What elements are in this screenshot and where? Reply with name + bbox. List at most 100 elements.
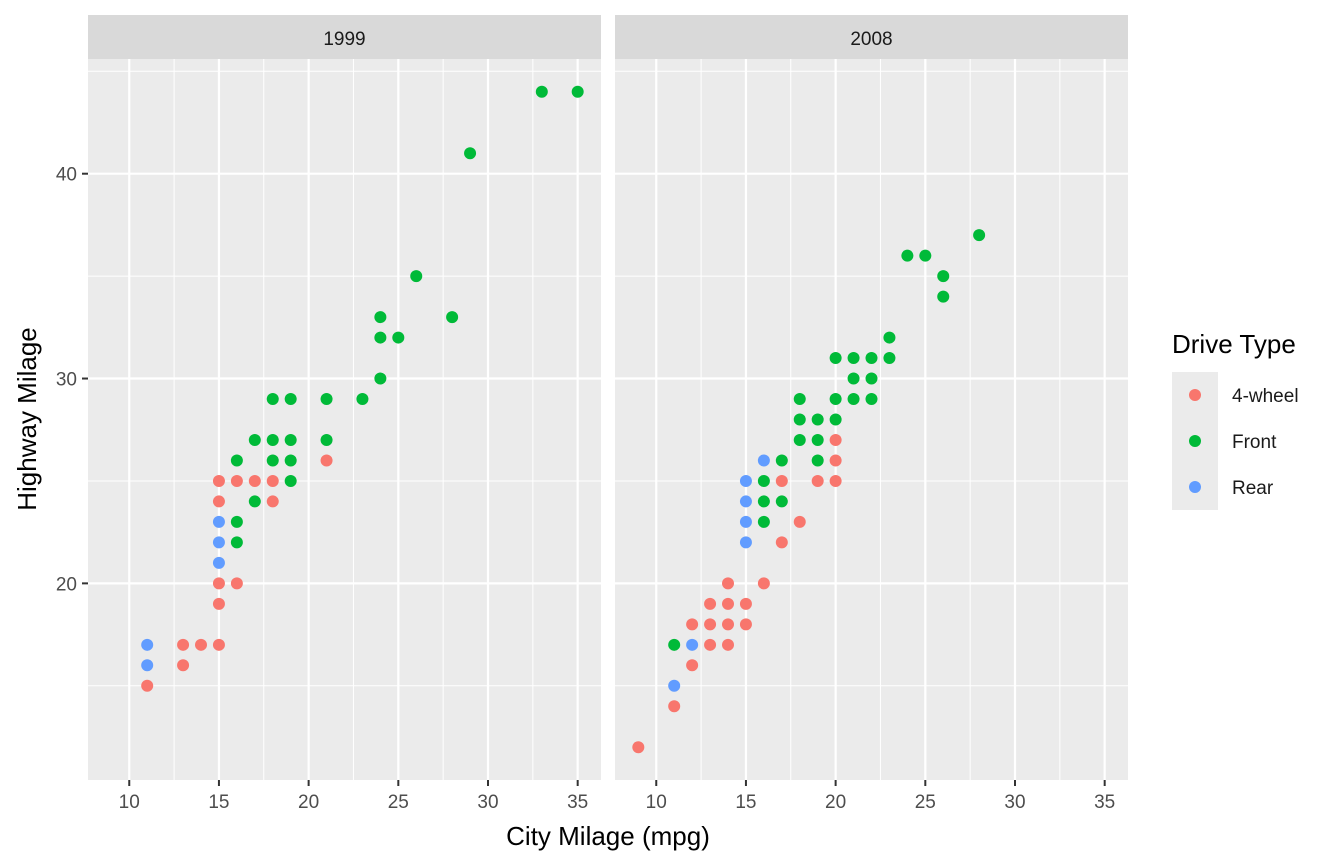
data-point <box>811 433 824 446</box>
data-point <box>775 495 788 508</box>
points-2008 <box>632 229 986 754</box>
data-point <box>464 147 477 160</box>
data-point <box>284 393 297 406</box>
data-point <box>212 556 225 569</box>
data-point <box>973 229 986 242</box>
data-point <box>141 638 154 651</box>
data-point <box>230 515 243 528</box>
legend-label-front: Front <box>1232 432 1277 453</box>
grid-2008 <box>615 59 1128 780</box>
data-point <box>829 393 842 406</box>
data-point <box>757 577 770 590</box>
data-point <box>266 433 279 446</box>
data-point <box>811 474 824 487</box>
data-point <box>446 311 459 324</box>
legend-title: Drive Type <box>1172 329 1296 359</box>
data-point <box>757 495 770 508</box>
data-point <box>901 249 914 262</box>
data-point <box>793 393 806 406</box>
data-point <box>686 618 699 631</box>
data-point <box>374 311 387 324</box>
x-tick-label: 10 <box>119 792 140 813</box>
data-point <box>829 352 842 365</box>
data-point <box>212 515 225 528</box>
data-point <box>141 659 154 672</box>
data-point <box>757 474 770 487</box>
facet-strip-2008 <box>615 15 1128 59</box>
legend: Drive Type 4-wheel Front Rear <box>1172 329 1299 510</box>
data-point <box>919 249 932 262</box>
x-tick-label: 35 <box>567 792 588 813</box>
data-point <box>248 433 261 446</box>
data-point <box>266 393 279 406</box>
legend-label-rear: Rear <box>1232 478 1274 499</box>
data-point <box>195 638 208 651</box>
data-point <box>266 495 279 508</box>
y-tick-label: 40 <box>56 165 77 186</box>
data-point <box>212 474 225 487</box>
data-point <box>212 495 225 508</box>
data-point <box>392 331 405 344</box>
y-tick-label: 30 <box>56 370 77 391</box>
data-point <box>775 454 788 467</box>
data-point <box>177 638 190 651</box>
x-tick-label: 30 <box>1004 792 1025 813</box>
data-point <box>212 638 225 651</box>
x-axis-1999: 10 15 20 25 30 35 <box>119 780 588 813</box>
plot-panel-2008 <box>615 59 1128 780</box>
data-point <box>704 638 717 651</box>
y-axis: 20 30 40 <box>56 165 88 595</box>
data-point <box>739 474 752 487</box>
data-point <box>829 474 842 487</box>
data-point <box>937 290 950 303</box>
x-tick-label: 20 <box>825 792 846 813</box>
data-point <box>847 352 860 365</box>
data-point <box>230 474 243 487</box>
data-point <box>847 372 860 385</box>
data-point <box>775 536 788 549</box>
x-tick-label: 25 <box>388 792 409 813</box>
data-point <box>829 413 842 426</box>
x-tick-label: 30 <box>477 792 498 813</box>
x-tick-label: 15 <box>735 792 756 813</box>
data-point <box>865 372 878 385</box>
data-point <box>212 597 225 610</box>
data-point <box>535 85 548 98</box>
data-point <box>668 700 681 713</box>
x-tick-label: 25 <box>915 792 936 813</box>
data-point <box>266 474 279 487</box>
data-point <box>284 454 297 467</box>
data-point <box>865 352 878 365</box>
data-point <box>811 454 824 467</box>
data-point <box>739 495 752 508</box>
data-point <box>374 331 387 344</box>
facet-strip-label-1999: 1999 <box>323 29 365 50</box>
data-point <box>793 515 806 528</box>
data-point <box>320 393 333 406</box>
data-point <box>356 393 369 406</box>
facet-strip-1999 <box>88 15 601 59</box>
facet-panel-1999: 1999 10 15 20 25 30 35 <box>88 15 601 813</box>
x-axis-2008: 10 15 20 25 30 35 <box>646 780 1115 813</box>
data-point <box>374 372 387 385</box>
data-point <box>248 474 261 487</box>
data-point <box>571 85 584 98</box>
data-point <box>686 659 699 672</box>
x-tick-label: 20 <box>298 792 319 813</box>
data-point <box>739 597 752 610</box>
data-point <box>793 433 806 446</box>
data-point <box>775 474 788 487</box>
y-axis-title: Highway Milage <box>12 327 42 511</box>
data-point <box>668 638 681 651</box>
data-point <box>212 577 225 590</box>
data-point <box>320 433 333 446</box>
data-point <box>141 679 154 692</box>
data-point <box>829 454 842 467</box>
legend-key-4-wheel <box>1189 389 1201 401</box>
data-point <box>757 454 770 467</box>
data-point <box>883 331 896 344</box>
plot-panel-1999 <box>88 59 601 780</box>
data-point <box>177 659 190 672</box>
data-point <box>722 597 735 610</box>
